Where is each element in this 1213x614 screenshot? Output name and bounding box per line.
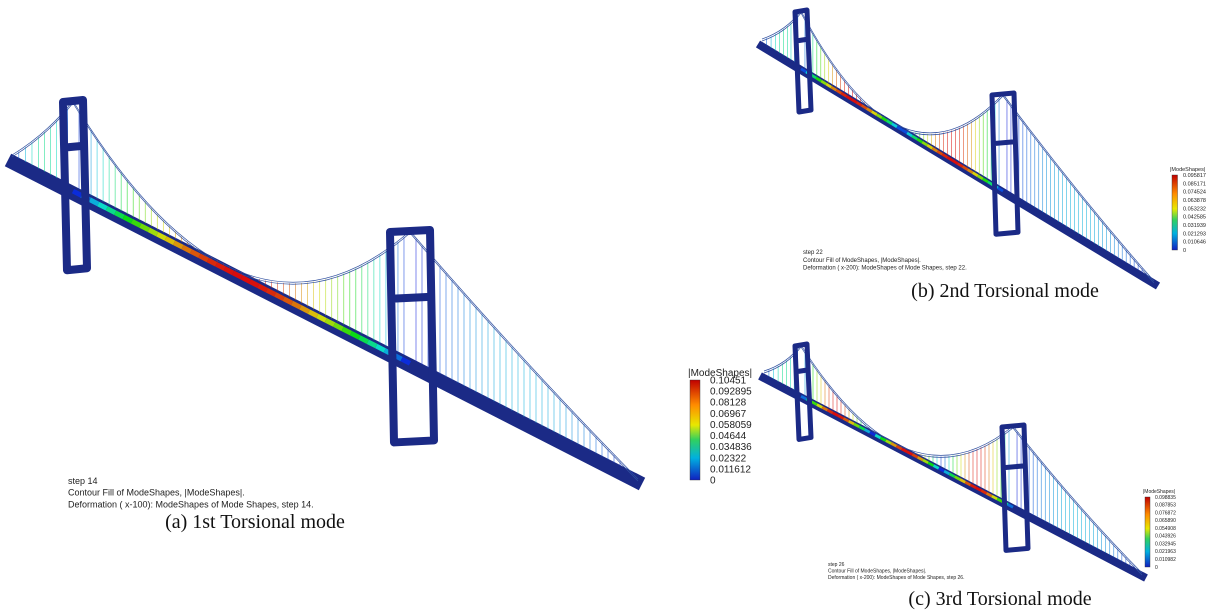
legend-label: 0.085171 xyxy=(1183,181,1206,187)
legend-label: 0.053232 xyxy=(1183,206,1206,212)
tower xyxy=(1002,425,1028,550)
info-text: Contour Fill of ModeShapes, |ModeShapes|… xyxy=(828,569,926,575)
legend-label: 0.098835 xyxy=(1155,495,1176,501)
legend-label: 0.10451 xyxy=(710,376,747,387)
legend-label: 0.063878 xyxy=(1183,198,1206,204)
legend-label: 0.087853 xyxy=(1155,503,1176,509)
legend-label: 0.010982 xyxy=(1155,557,1176,563)
cable xyxy=(410,231,638,479)
bridge xyxy=(758,10,1158,286)
legend-label: 0.058059 xyxy=(710,420,752,431)
legend-label: 0 xyxy=(1155,565,1158,571)
info-text: Deformation ( x-200): ModeShapes of Mode… xyxy=(828,575,964,581)
legend-label: 0.011612 xyxy=(710,464,751,475)
cable xyxy=(1013,426,1142,573)
legend-label: 0.034836 xyxy=(710,442,752,453)
legend-label: 0.042585 xyxy=(1183,215,1206,221)
legend-label: 0.02322 xyxy=(710,453,747,464)
figure: (a) 1st Torsional mode (b) 2nd Torsional… xyxy=(0,0,1213,614)
info-text: Deformation ( x-200): ModeShapes of Mode… xyxy=(803,266,967,272)
color-bar xyxy=(1145,497,1150,567)
cable xyxy=(73,103,410,284)
legend-label: 0.010646 xyxy=(1183,240,1206,246)
legend-label: 0.095817 xyxy=(1183,173,1206,179)
info-text: step 22 xyxy=(803,250,823,256)
legend-label: 0 xyxy=(710,476,716,487)
info-text: step 14 xyxy=(68,476,98,486)
caption: (a) 1st Torsional mode xyxy=(165,511,345,533)
legend-label: 0.054908 xyxy=(1155,526,1176,532)
caption: (b) 2nd Torsional mode xyxy=(911,280,1099,302)
bridge xyxy=(760,344,1146,578)
cable xyxy=(801,11,1003,133)
caption: (c) 3rd Torsional mode xyxy=(908,588,1091,610)
info-text: Contour Fill of ModeShapes, |ModeShapes|… xyxy=(68,488,245,498)
info-text: step 26 xyxy=(828,562,845,568)
legend-label: 0.031939 xyxy=(1183,223,1206,229)
bridge xyxy=(8,100,642,484)
legend-label: 0.092895 xyxy=(710,387,752,398)
legend-label: 0.043926 xyxy=(1155,534,1176,540)
legend-label: 0.032945 xyxy=(1155,541,1176,547)
cable xyxy=(73,101,410,282)
legend-label: 0.074524 xyxy=(1183,190,1206,196)
info-text: Deformation ( x-100): ModeShapes of Mode… xyxy=(68,499,314,509)
legend-label: 0.08128 xyxy=(710,398,747,409)
legend-label: 0.021293 xyxy=(1183,231,1206,237)
cable xyxy=(1003,94,1154,281)
tower xyxy=(390,230,434,442)
legend-label: 0.021963 xyxy=(1155,549,1176,555)
legend-label: 0 xyxy=(1183,248,1186,254)
legend-label: 0.065890 xyxy=(1155,518,1176,524)
tower xyxy=(63,100,87,270)
legend-label: 0.06967 xyxy=(710,409,747,420)
color-bar xyxy=(690,380,700,480)
info-text: Contour Fill of ModeShapes, |ModeShapes|… xyxy=(803,258,921,264)
tower xyxy=(795,344,811,439)
tower xyxy=(992,93,1018,234)
legend-label: 0.04644 xyxy=(710,431,747,442)
tower xyxy=(795,10,811,112)
legend-label: 0.076872 xyxy=(1155,510,1176,516)
cable xyxy=(801,13,1003,135)
color-bar xyxy=(1172,175,1178,250)
